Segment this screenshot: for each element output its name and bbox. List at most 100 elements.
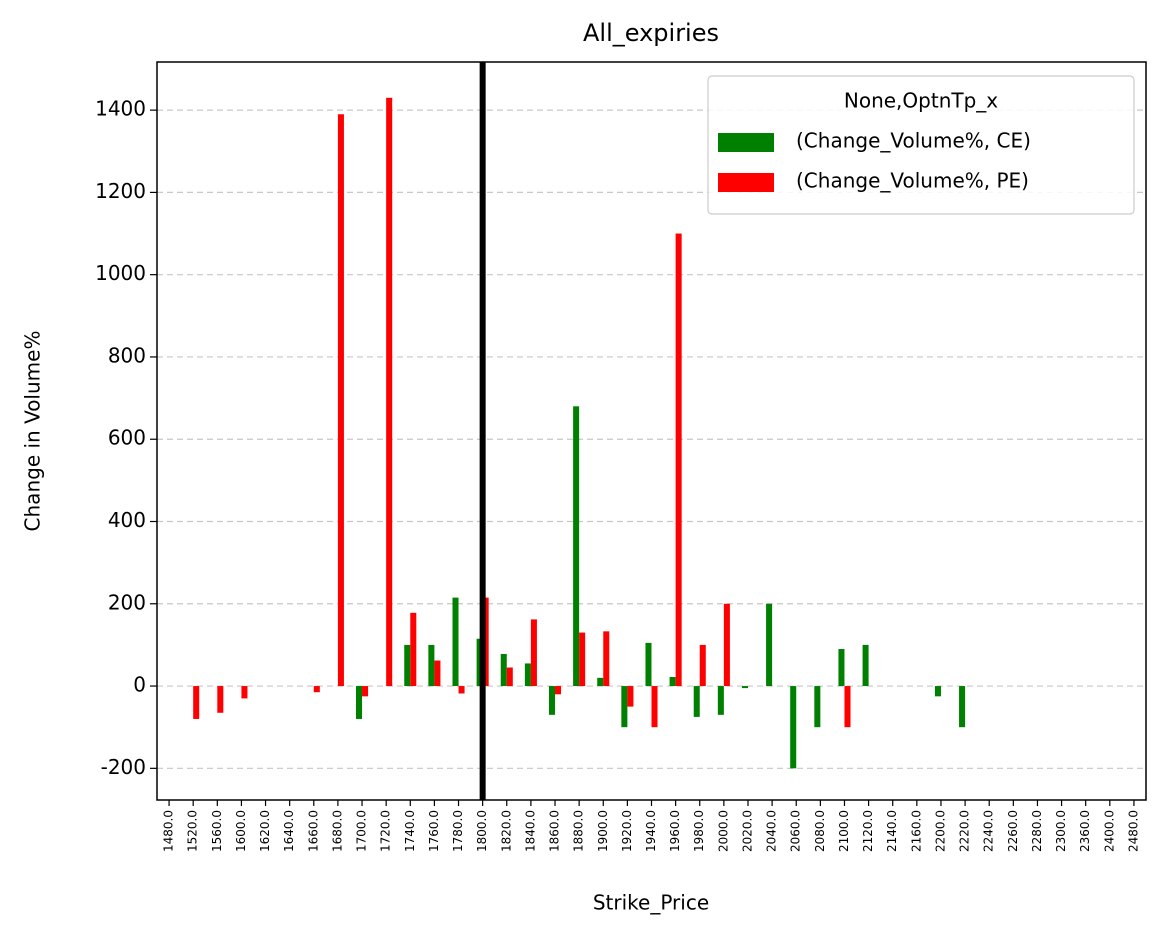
x-tick-label: 1820.0	[499, 810, 513, 852]
bar	[500, 653, 507, 687]
x-tick-label: 1480.0	[162, 810, 176, 852]
bar	[313, 686, 320, 693]
bar	[717, 686, 724, 715]
bar	[790, 686, 797, 769]
x-tick-label: 2080.0	[813, 810, 827, 852]
x-tick-label: 1780.0	[451, 810, 465, 852]
x-tick-label: 2360.0	[1078, 810, 1092, 852]
bar	[627, 686, 634, 707]
bar	[452, 597, 459, 687]
y-axis-label: Change in Volume%	[21, 331, 45, 532]
chart-title: All_expiries	[583, 19, 719, 47]
bar	[458, 686, 465, 694]
bar	[934, 686, 941, 697]
legend-swatch	[718, 133, 774, 152]
plot-frame	[156, 61, 1147, 801]
bar	[675, 233, 682, 687]
x-tick-label: 1660.0	[306, 810, 320, 852]
bar	[476, 638, 483, 687]
bar	[356, 686, 363, 719]
bar	[362, 686, 369, 697]
x-tick-label: 1840.0	[523, 810, 537, 852]
x-tick-label: 1620.0	[258, 810, 272, 852]
x-tick-label: 1920.0	[620, 810, 634, 852]
x-tick-label: 1740.0	[403, 810, 417, 852]
bar	[573, 406, 580, 687]
bar	[241, 686, 248, 699]
bar	[669, 677, 676, 687]
bar	[693, 686, 700, 717]
bar	[530, 619, 537, 687]
x-tick-label: 2060.0	[789, 810, 803, 852]
x-tick-label: 1720.0	[379, 810, 393, 852]
bar	[651, 686, 658, 728]
bar	[428, 644, 435, 687]
x-tick-label: 1800.0	[475, 810, 489, 852]
bar	[386, 97, 393, 687]
bar	[862, 644, 869, 687]
x-tick-label: 2140.0	[885, 810, 899, 852]
x-tick-label: 1880.0	[572, 810, 586, 852]
x-tick-label: 2280.0	[1030, 810, 1044, 852]
x-tick-label: 1860.0	[548, 810, 562, 852]
y-tick-label: 1400	[95, 97, 146, 121]
bar	[741, 686, 748, 689]
bar	[193, 686, 200, 719]
x-tick-label: 1680.0	[330, 810, 344, 852]
x-tick-label: 2160.0	[909, 810, 923, 852]
x-tick-label: 2260.0	[1006, 810, 1020, 852]
bar	[410, 612, 417, 687]
x-tick-label: 1700.0	[355, 810, 369, 852]
bar	[482, 597, 489, 687]
bar	[337, 114, 344, 687]
x-tick-label: 1640.0	[282, 810, 296, 852]
x-tick-label: 1900.0	[596, 810, 610, 852]
legend-label: (Change_Volume%, PE)	[796, 169, 1029, 193]
bar	[723, 603, 730, 687]
y-tick-label: 800	[108, 343, 146, 367]
bar	[506, 667, 513, 687]
x-tick-label: 1600.0	[234, 810, 248, 852]
bar	[959, 686, 966, 728]
x-tick-label: 2240.0	[982, 810, 996, 852]
y-tick-label: 1200	[95, 179, 146, 203]
legend-label: (Change_Volume%, CE)	[796, 129, 1031, 153]
bar	[621, 686, 628, 728]
x-tick-label: 2020.0	[740, 810, 754, 852]
y-tick-label: 600	[108, 426, 146, 450]
x-tick-label: 1760.0	[427, 810, 441, 852]
bar	[766, 603, 773, 687]
x-tick-label: 1560.0	[210, 810, 224, 852]
bar	[217, 686, 224, 713]
bar	[597, 677, 604, 687]
bar	[434, 660, 441, 687]
y-tick-label: 0	[133, 673, 146, 697]
bar	[838, 649, 845, 687]
legend-box	[707, 75, 1135, 215]
bar	[555, 686, 562, 695]
bar	[603, 631, 610, 687]
x-tick-label: 1940.0	[644, 810, 658, 852]
y-tick-label: 400	[108, 508, 146, 532]
x-tick-label: 2200.0	[933, 810, 947, 852]
bar	[645, 642, 652, 687]
bar	[844, 686, 851, 728]
x-tick-label: 1520.0	[186, 810, 200, 852]
x-axis-label: Strike_Price	[593, 891, 709, 915]
legend-swatch	[718, 173, 774, 192]
y-tick-label: 1000	[95, 261, 146, 285]
bar	[404, 644, 411, 687]
x-tick-label: 2300.0	[1054, 810, 1068, 852]
x-tick-label: 1960.0	[668, 810, 682, 852]
bar	[814, 686, 821, 728]
x-tick-label: 2400.0	[1102, 810, 1116, 852]
x-tick-label: 2040.0	[765, 810, 779, 852]
y-tick-label: -200	[101, 755, 146, 779]
bar	[548, 686, 556, 715]
bar	[579, 632, 586, 687]
legend-title: None,OptnTp_x	[844, 89, 998, 113]
y-tick-label: 200	[108, 590, 146, 614]
x-tick-label: 2480.0	[1126, 810, 1140, 852]
bar	[524, 663, 531, 687]
